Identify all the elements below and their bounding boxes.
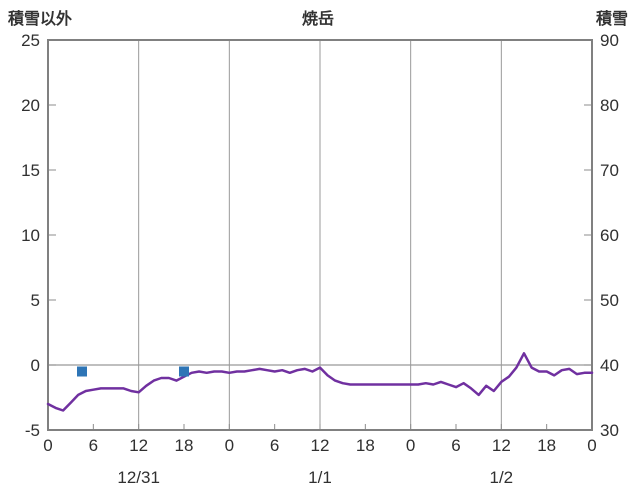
hour-tick-label: 18 bbox=[356, 436, 375, 455]
date-label: 1/2 bbox=[490, 468, 514, 487]
hour-tick-label: 6 bbox=[89, 436, 98, 455]
left-axis-title: 積雪以外 bbox=[8, 11, 73, 28]
left-tick-label: -5 bbox=[25, 421, 40, 440]
right-tick-label: 60 bbox=[600, 226, 619, 245]
temperature-line bbox=[46, 352, 594, 412]
right-tick-label: 70 bbox=[600, 161, 619, 180]
right-tick-label: 90 bbox=[600, 31, 619, 50]
right-tick-label: 40 bbox=[600, 356, 619, 375]
hour-tick-label: 12 bbox=[129, 436, 148, 455]
hour-tick-label: 0 bbox=[43, 436, 52, 455]
left-tick-label: 10 bbox=[21, 226, 40, 245]
hour-tick-label: 6 bbox=[270, 436, 279, 455]
hour-tick-label: 0 bbox=[587, 436, 596, 455]
right-tick-label: 50 bbox=[600, 291, 619, 310]
hour-tick-label: 18 bbox=[175, 436, 194, 455]
left-tick-label: 0 bbox=[31, 356, 40, 375]
right-tick-label: 30 bbox=[600, 421, 619, 440]
date-label: 1/1 bbox=[308, 468, 332, 487]
right-tick-label: 80 bbox=[600, 96, 619, 115]
hour-tick-label: 6 bbox=[451, 436, 460, 455]
date-label: 12/31 bbox=[117, 468, 160, 487]
left-tick-label: 5 bbox=[31, 291, 40, 310]
left-tick-label: 15 bbox=[21, 161, 40, 180]
snow-depth-marker bbox=[179, 366, 189, 377]
left-tick-label: 20 bbox=[21, 96, 40, 115]
hour-tick-label: 18 bbox=[537, 436, 556, 455]
hour-tick-label: 12 bbox=[492, 436, 511, 455]
left-tick-label: 25 bbox=[21, 31, 40, 50]
page-title: 焼岳 bbox=[301, 11, 334, 28]
hour-tick-label: 0 bbox=[225, 436, 234, 455]
hour-tick-label: 0 bbox=[406, 436, 415, 455]
plot-border bbox=[47, 39, 593, 431]
right-axis-title: 積雪 bbox=[595, 11, 628, 28]
snow-depth-marker bbox=[77, 366, 87, 377]
hour-tick-label: 12 bbox=[311, 436, 330, 455]
